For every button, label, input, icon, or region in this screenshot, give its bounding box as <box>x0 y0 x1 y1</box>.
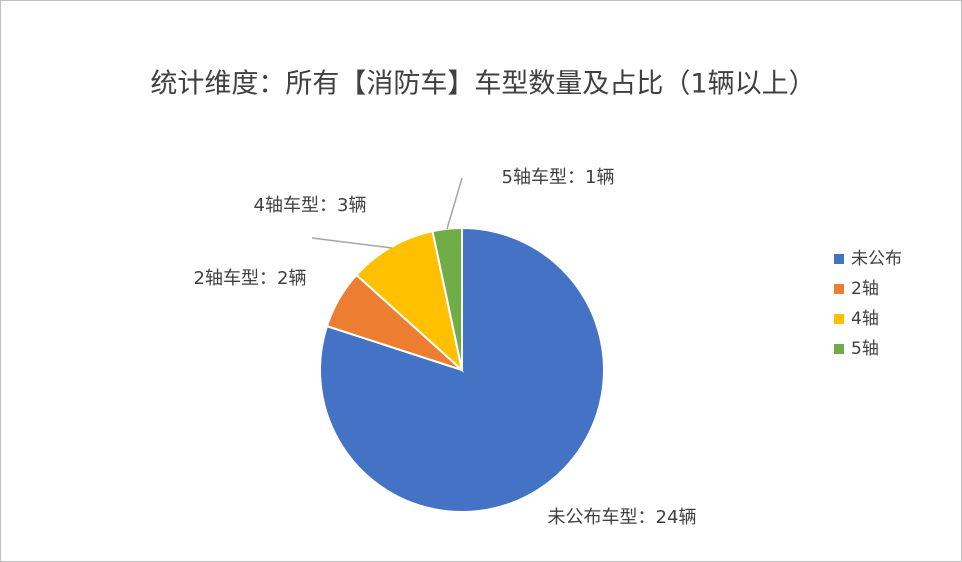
chart-title: 统计维度：所有【消防车】车型数量及占比（1辆以上） <box>150 69 815 100</box>
data-label: 2轴车型：2辆 <box>194 268 307 289</box>
legend-swatch <box>834 284 844 294</box>
leader-line <box>446 177 463 230</box>
legend-label: 4轴 <box>851 309 879 329</box>
pie-slice <box>355 229 464 373</box>
legend-swatch <box>834 254 844 264</box>
leader-line <box>311 237 393 249</box>
legend-swatch <box>834 314 844 324</box>
data-label: 4轴车型：3辆 <box>254 195 367 216</box>
legend-swatch <box>834 344 844 354</box>
legend-label: 5轴 <box>851 339 879 359</box>
legend-label: 未公布 <box>851 249 902 269</box>
data-label: 5轴车型：1辆 <box>502 167 615 188</box>
legend-label: 2轴 <box>851 279 879 299</box>
data-label: 未公布车型：24辆 <box>548 507 697 528</box>
